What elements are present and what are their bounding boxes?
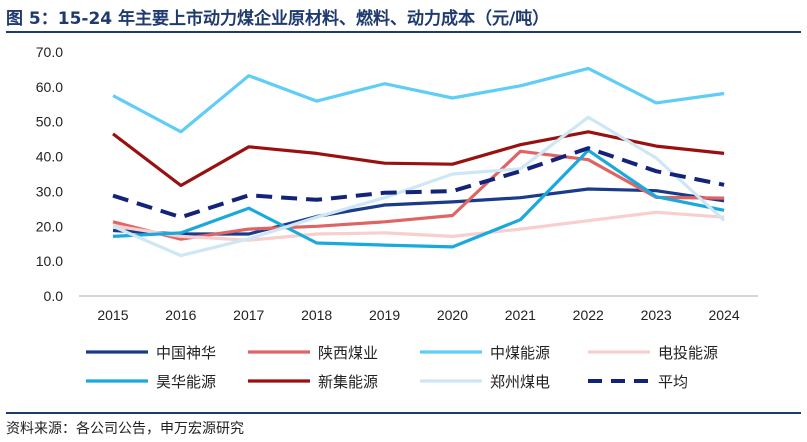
legend-label: 新集能源 — [318, 373, 378, 391]
legend-label: 平均 — [658, 373, 688, 391]
x-tick-label: 2015 — [97, 307, 128, 323]
legend-label: 中煤能源 — [490, 344, 550, 362]
y-tick-label: 40.0 — [36, 149, 63, 165]
legend-label: 昊华能源 — [156, 373, 216, 391]
x-tick-label: 2023 — [641, 307, 672, 323]
y-axis-ticks: 0.0 10.0 20.0 30.0 40.0 50.0 60.0 70.0 — [36, 44, 63, 304]
legend-label: 电投能源 — [658, 344, 718, 362]
series-line-3 — [112, 66, 725, 134]
legend-label: 陕西煤业 — [318, 344, 378, 362]
x-tick-label: 2020 — [437, 307, 468, 323]
x-tick-label: 2024 — [708, 307, 739, 323]
y-tick-label: 10.0 — [36, 253, 63, 269]
y-tick-label: 60.0 — [36, 79, 63, 95]
legend-label: 郑州煤电 — [490, 373, 550, 391]
x-tick-label: 2019 — [369, 307, 400, 323]
y-tick-label: 20.0 — [36, 218, 63, 234]
series-line-7 — [112, 115, 726, 258]
series-line-4 — [112, 210, 725, 242]
chart-title: 图 5：15-24 年主要上市动力煤企业原材料、燃料、动力成本（元/吨） — [6, 9, 550, 29]
y-tick-label: 50.0 — [36, 114, 63, 130]
y-tick-label: 70.0 — [36, 44, 63, 60]
series-line-2 — [112, 149, 725, 241]
x-tick-label: 2021 — [505, 307, 536, 323]
series-line-6 — [112, 130, 725, 188]
series-line-5 — [112, 148, 725, 249]
y-tick-label: 0.0 — [44, 288, 64, 304]
series-line-1 — [112, 187, 725, 236]
footer-divider — [6, 412, 801, 414]
title-divider — [6, 31, 801, 33]
x-axis-ticks: 2015 2016 2017 2018 2019 2020 2021 2022 2023 2024 — [97, 307, 739, 323]
x-tick-label: 2018 — [301, 307, 332, 323]
legend-label: 中国神华 — [156, 344, 216, 362]
x-tick-label: 2016 — [165, 307, 196, 323]
x-tick-label: 2017 — [233, 307, 264, 323]
source-note: 资料来源：各公司公告，申万宏源研究 — [6, 421, 244, 437]
y-tick-label: 30.0 — [36, 183, 63, 199]
x-tick-label: 2022 — [573, 307, 604, 323]
series-lines — [112, 66, 726, 258]
series-line-8 — [112, 146, 725, 220]
